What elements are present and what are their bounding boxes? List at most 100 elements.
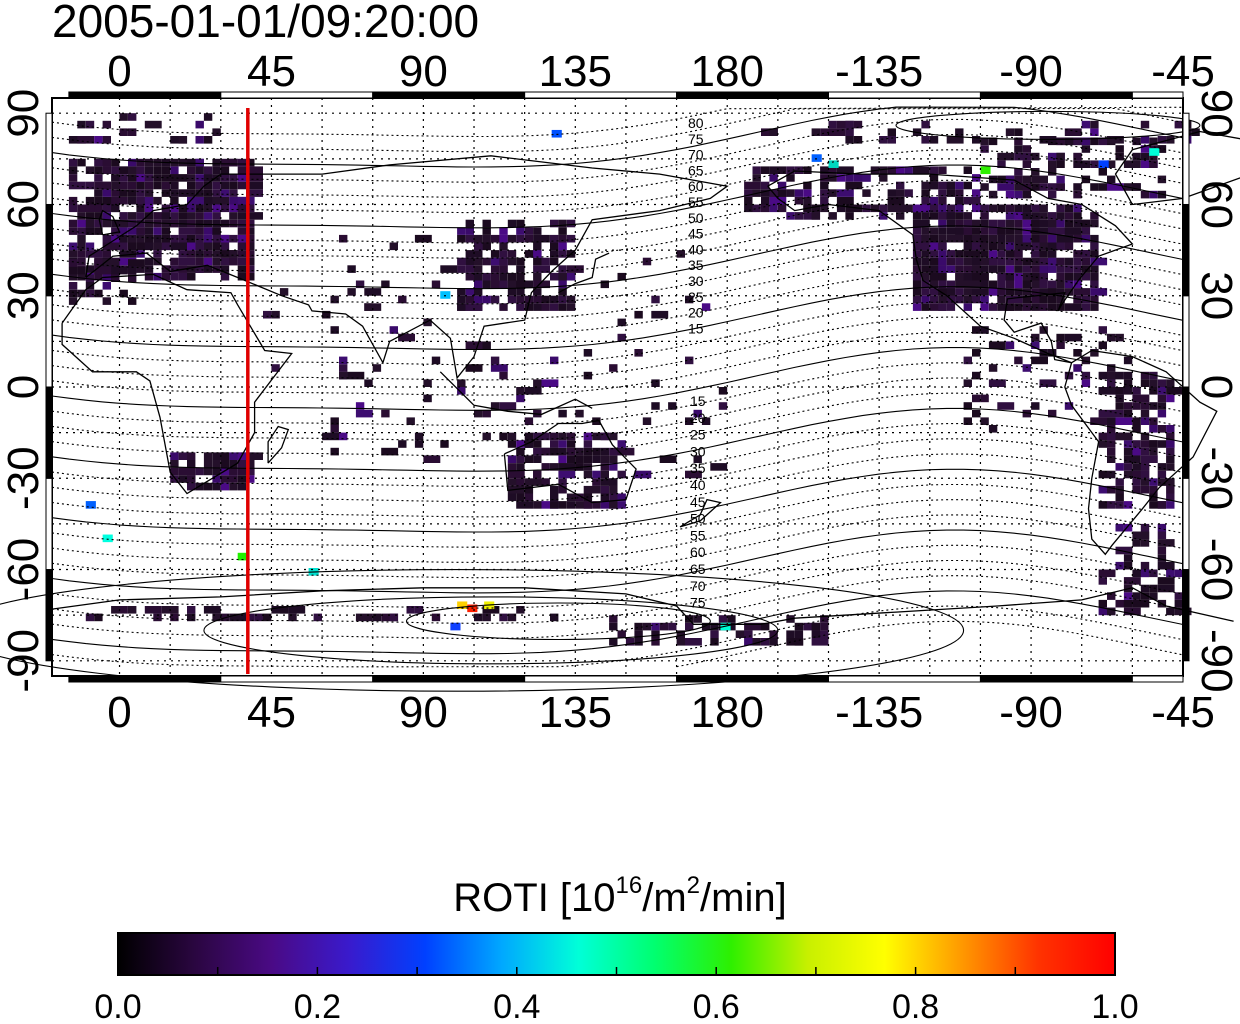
roti-cell — [1073, 303, 1082, 311]
roti-cell — [1123, 561, 1133, 570]
roti-cell — [1073, 280, 1082, 289]
roti-cell — [102, 242, 120, 251]
roti-cell — [499, 303, 508, 311]
roti-cell — [499, 432, 508, 441]
roti-cell — [1048, 257, 1057, 266]
roti-cell — [406, 606, 415, 614]
roti-cell — [1081, 234, 1091, 243]
roti-cell — [566, 295, 576, 304]
roti-cell — [879, 212, 888, 220]
roti-cell — [85, 242, 95, 251]
roti-cell — [94, 219, 103, 228]
colorbar-label-main: ROTI [10 — [453, 876, 616, 920]
roti-cell — [988, 280, 998, 289]
roti-cell — [457, 234, 466, 243]
roti-cell — [1056, 175, 1065, 184]
roti-cell — [1149, 160, 1158, 168]
coastline-path — [61, 273, 293, 495]
roti-cell — [237, 219, 247, 228]
roti-cell — [170, 452, 179, 460]
roti-cell — [136, 227, 145, 235]
roti-cell — [1149, 569, 1158, 578]
x-tick-bottom: -135 — [835, 688, 923, 737]
roti-cell — [220, 166, 230, 174]
roti-cell — [1048, 168, 1057, 176]
roti-cell — [1056, 219, 1065, 228]
roti-cell — [1031, 242, 1040, 251]
roti-cell — [474, 409, 483, 418]
roti-cell — [119, 166, 137, 174]
roti-cell — [744, 189, 753, 197]
roti-cell — [347, 265, 356, 273]
contour-line — [51, 149, 1184, 214]
roti-cell — [482, 234, 491, 243]
colorbar: 0.0 0.2 0.4 0.6 0.8 1.0 — [94, 932, 1139, 1024]
roti-cell — [474, 272, 483, 281]
roti-cell — [929, 204, 939, 213]
roti-cell — [963, 181, 972, 190]
roti-cell — [1115, 417, 1133, 425]
roti-cell — [246, 174, 263, 182]
roti-cell — [820, 204, 829, 213]
roti-cell — [1064, 227, 1082, 235]
y-tick-right: 30 — [1192, 271, 1240, 320]
x-tick-top: -135 — [835, 47, 923, 96]
colorbar-tick-label: 0.8 — [892, 988, 939, 1024]
roti-cell — [246, 212, 263, 220]
roti-cell — [1115, 402, 1124, 410]
roti-cell — [1149, 190, 1158, 199]
roti-cell — [634, 310, 643, 319]
contour-label-north: 80 — [688, 115, 704, 131]
roti-cell — [1090, 257, 1108, 266]
roti-cell — [972, 371, 981, 380]
roti-cell — [68, 219, 78, 228]
roti-cell — [1048, 295, 1057, 304]
roti-cell — [1123, 356, 1133, 365]
geomagnetic-contours — [0, 106, 1201, 692]
roti-cell — [550, 303, 559, 311]
roti-cell — [592, 447, 601, 456]
roti-cell — [1031, 212, 1040, 220]
roti-cell — [1132, 447, 1141, 456]
roti-cell — [609, 485, 618, 494]
roti-cell — [566, 265, 584, 273]
roti-cell — [685, 470, 702, 479]
roti-cell — [811, 204, 820, 213]
roti-cell — [1014, 152, 1032, 161]
roti-cell — [102, 204, 120, 213]
roti-cell — [693, 455, 702, 463]
roti-cell — [1115, 546, 1133, 555]
roti-cell — [718, 402, 728, 410]
roti-cell — [77, 242, 86, 251]
roti-cell — [921, 250, 930, 258]
map-border-bar — [676, 675, 830, 683]
roti-cell — [474, 242, 483, 251]
roti-cell — [617, 333, 626, 342]
roti-cell — [1115, 387, 1124, 395]
roti-cell — [1039, 295, 1048, 304]
roti-cell — [1081, 120, 1091, 129]
roti-cell — [879, 174, 888, 182]
roti-cell — [1098, 485, 1107, 494]
roti-cell — [761, 166, 770, 174]
roti-cell — [558, 455, 567, 463]
roti-cell — [136, 212, 145, 220]
roti-cell — [1048, 160, 1057, 168]
roti-cell — [600, 455, 609, 463]
roti-cell — [980, 145, 989, 153]
contour-label-north: 40 — [688, 241, 704, 257]
y-tick-left: 60 — [0, 180, 48, 229]
roti-cell — [550, 463, 559, 471]
roti-cell — [786, 189, 795, 197]
roti-cell — [1022, 175, 1031, 184]
roti-cell — [1022, 265, 1031, 273]
roti-cell — [187, 234, 196, 243]
roti-cell — [94, 289, 103, 298]
roti-cell — [1157, 501, 1167, 509]
contour-line — [51, 347, 1184, 411]
roti-cell — [1014, 288, 1023, 296]
contour-label-north: 70 — [688, 147, 704, 163]
roti-cell — [988, 242, 998, 251]
roti-cell — [955, 272, 972, 281]
roti-cell — [212, 227, 221, 235]
